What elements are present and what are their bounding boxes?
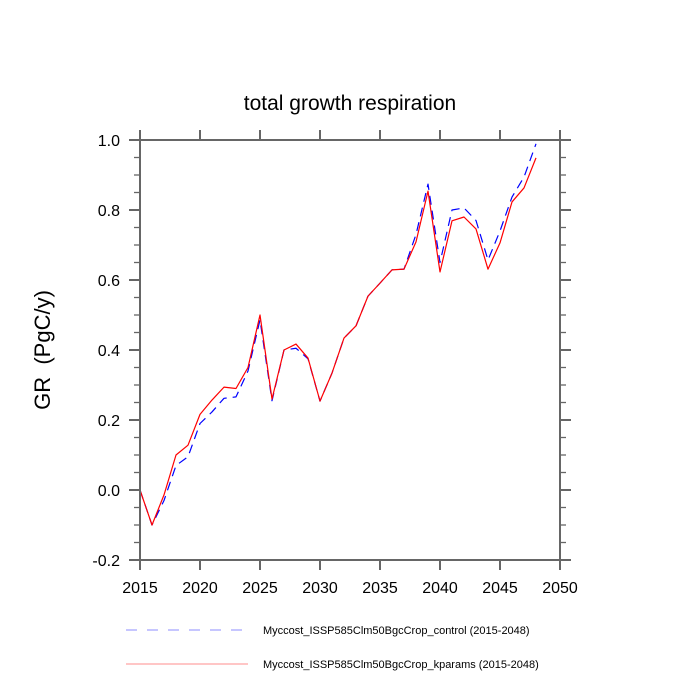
axes: 2015 2020 2025 2030 2035 2040 2045 2050 -0.2 0.0 0… xyxy=(92,130,578,597)
legend: Myccost_ISSP585Clm50BgcCrop_control (201… xyxy=(126,625,539,671)
series-line-kparams xyxy=(139,157,537,526)
x-tick-label: 2045 xyxy=(482,580,518,597)
y-tick-label: 0.4 xyxy=(98,343,120,360)
x-tick-label: 2015 xyxy=(122,580,158,597)
x-tick-label: 2030 xyxy=(302,580,338,597)
y-axis-label: GR (PgC/y) xyxy=(30,290,55,410)
x-tick-label: 2050 xyxy=(542,580,578,597)
y-tick-label: 0.2 xyxy=(98,413,120,430)
y-tick-label: -0.2 xyxy=(92,553,120,570)
x-tick-label: 2025 xyxy=(242,580,278,597)
x-tick-label: 2040 xyxy=(422,580,458,597)
x-tick-label: 2035 xyxy=(362,580,398,597)
legend-label: Myccost_ISSP585Clm50BgcCrop_control (201… xyxy=(263,625,530,637)
series-layer xyxy=(139,143,537,526)
x-tick-label: 2020 xyxy=(182,580,218,597)
y-tick-label: 0.6 xyxy=(98,273,120,290)
plot-frame xyxy=(139,139,561,561)
y-tick-label: 0.8 xyxy=(98,203,120,220)
legend-label: Myccost_ISSP585Clm50BgcCrop_kparams (201… xyxy=(263,659,539,671)
chart-title: total growth respiration xyxy=(244,92,456,115)
y-tick-label: 0.0 xyxy=(98,483,120,500)
series-line-control xyxy=(139,143,537,526)
y-tick-label: 1.0 xyxy=(98,133,120,150)
